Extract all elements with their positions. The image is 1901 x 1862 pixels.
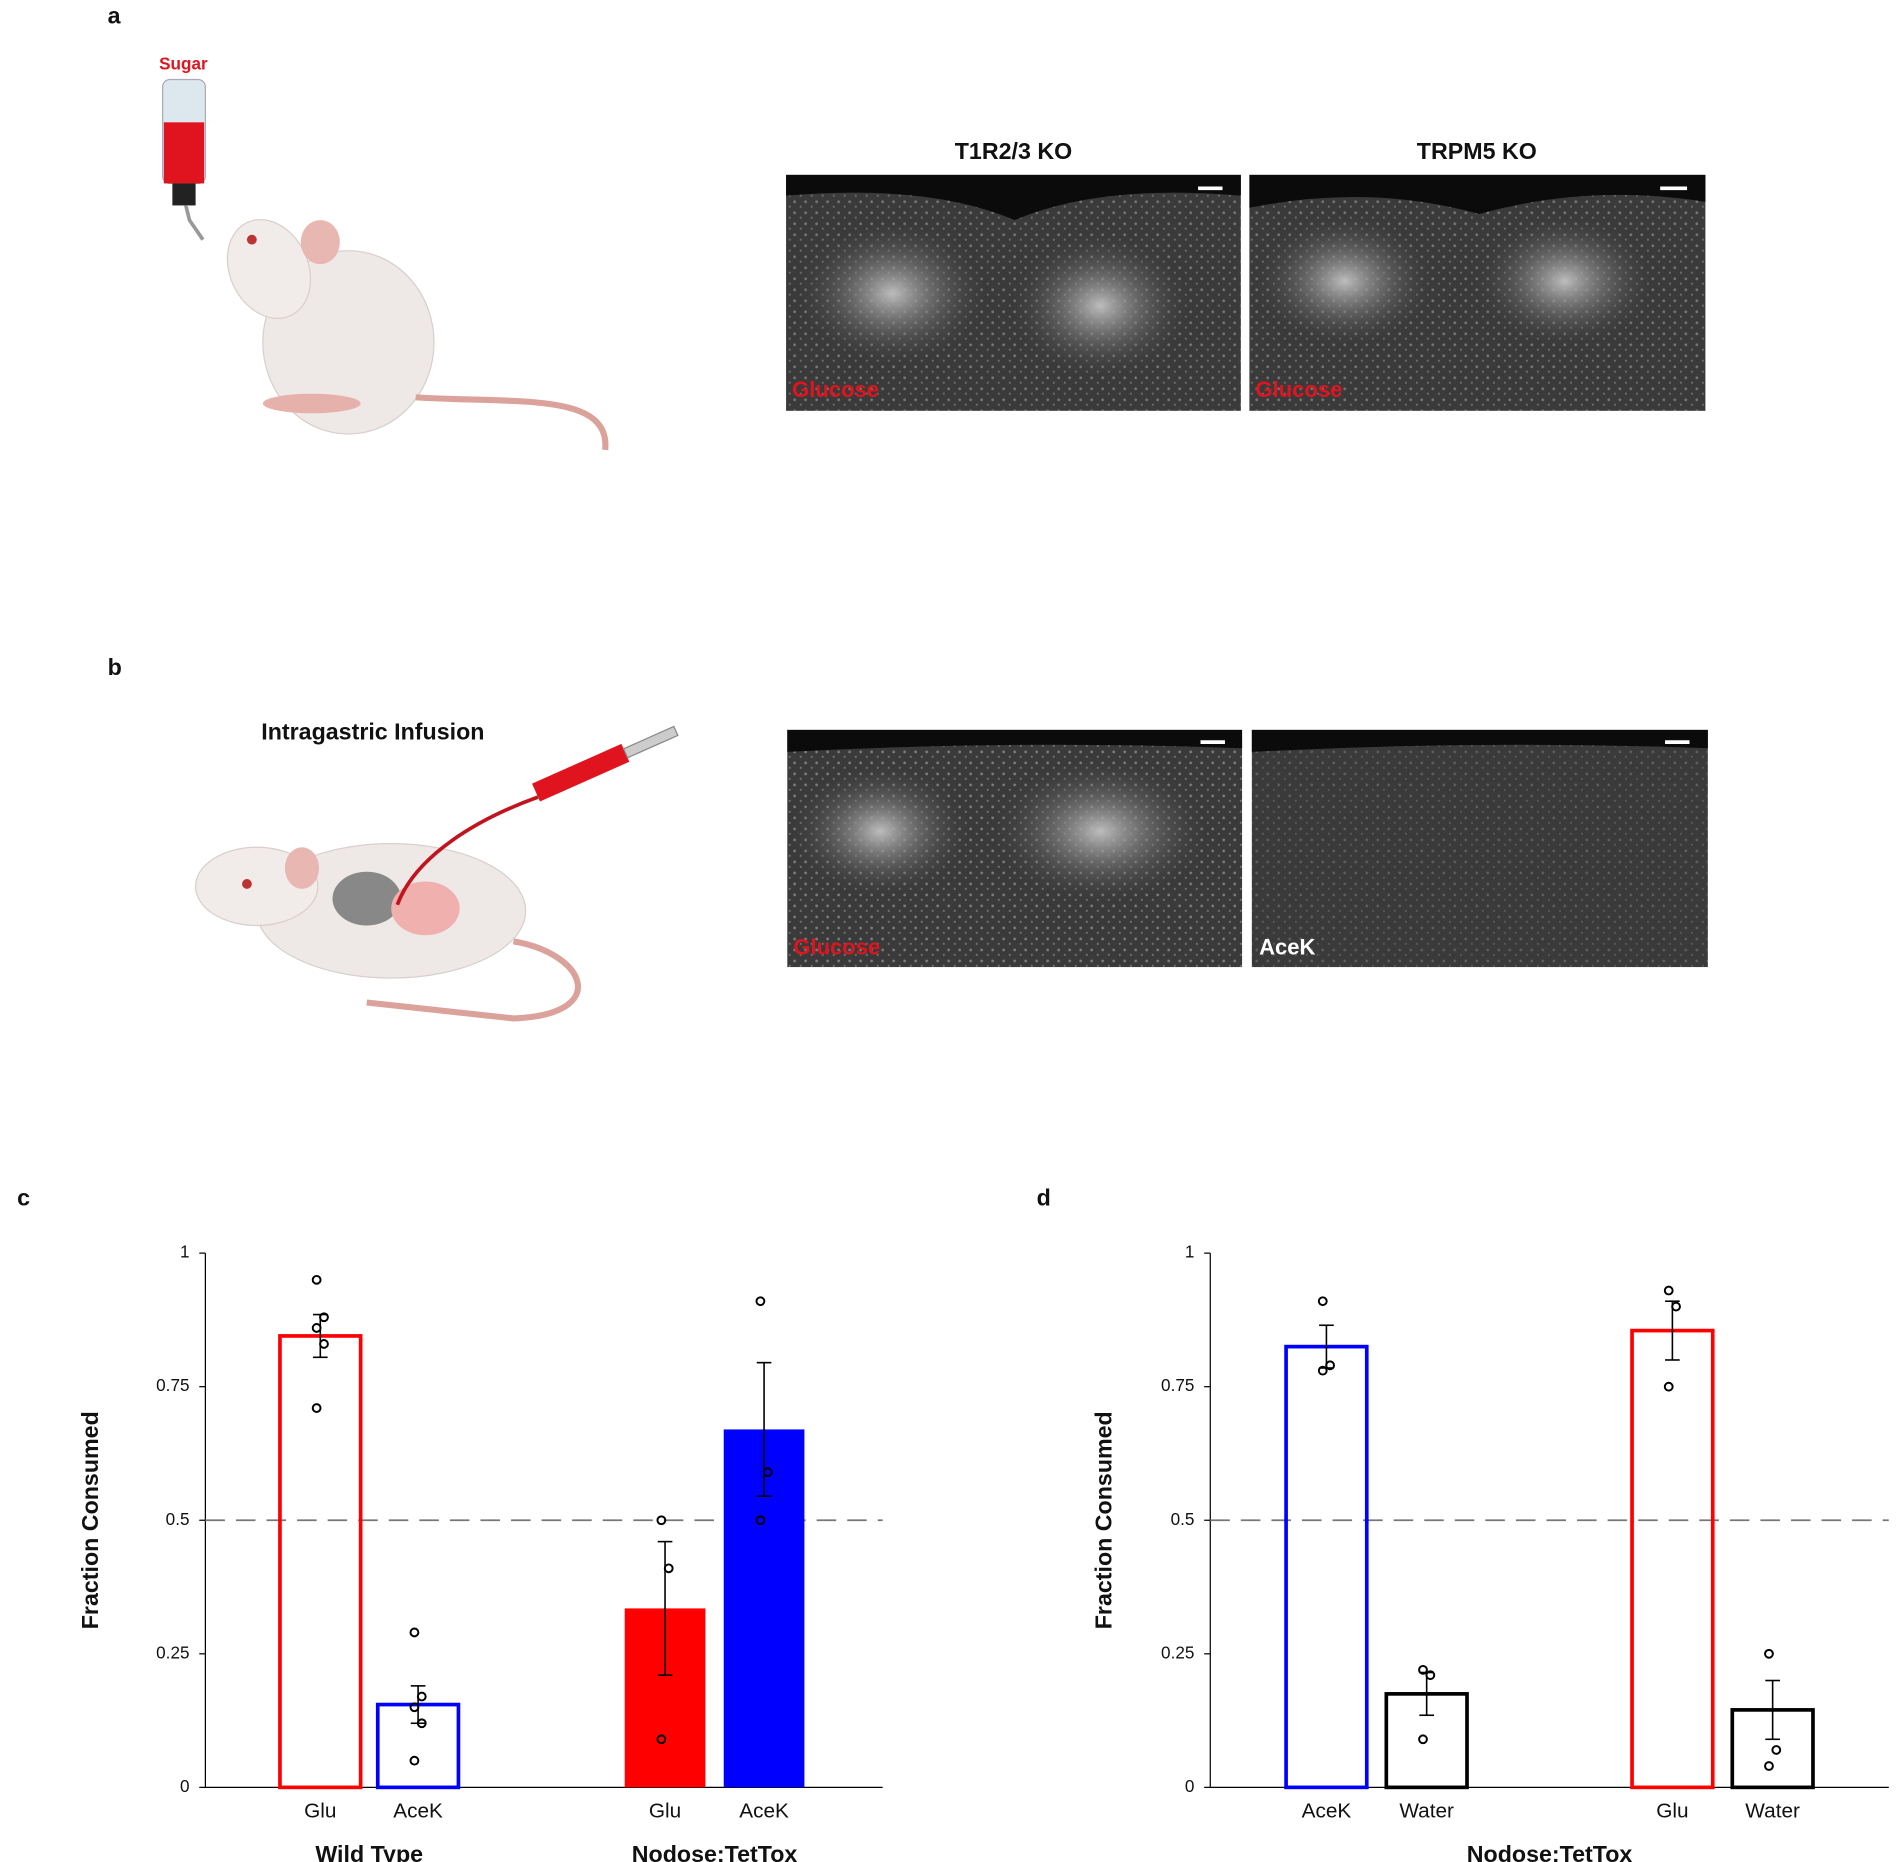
- y-tick-label: 1: [180, 1243, 190, 1262]
- y-tick-label: 0.25: [156, 1643, 189, 1662]
- group-label: Wild Type: [315, 1841, 423, 1862]
- panel-letter: a: [108, 2, 122, 28]
- data-point: [1764, 1761, 1774, 1771]
- data-point: [409, 1702, 420, 1713]
- data-point: [1317, 1296, 1328, 1307]
- y-tick-label: 0: [1185, 1777, 1195, 1796]
- micrograph-row-b: [787, 729, 1708, 968]
- y-tick-label: 0.75: [156, 1376, 189, 1395]
- stain-label: Glucose: [793, 935, 880, 960]
- data-point: [1764, 1648, 1774, 1659]
- data-point: [319, 1339, 329, 1349]
- data-point: [1425, 1670, 1436, 1681]
- stain-label: AceK: [1259, 935, 1315, 960]
- data-point: [755, 1515, 766, 1526]
- method-label: Intragastric Infusion: [261, 719, 484, 745]
- x-tick-label: Glu: [304, 1799, 336, 1822]
- y-tick-label: 0.75: [1161, 1376, 1194, 1395]
- data-point: [1418, 1664, 1428, 1675]
- data-point: [311, 1323, 322, 1333]
- data-point: [416, 1691, 427, 1702]
- data-point: [1418, 1734, 1428, 1745]
- x-tick-label: Water: [1399, 1799, 1454, 1822]
- panel-letter: d: [1037, 1184, 1051, 1210]
- image-title: TRPM5 KO: [1417, 138, 1537, 164]
- y-tick-label: 0.25: [1161, 1643, 1194, 1662]
- data-point: [409, 1755, 420, 1766]
- x-tick-label: Glu: [649, 1799, 681, 1822]
- x-tick-label: Water: [1745, 1799, 1800, 1822]
- mouse-infusion-illustration: [194, 725, 679, 1022]
- data-point: [656, 1515, 667, 1526]
- x-tick-label: AceK: [393, 1799, 443, 1822]
- mouse-drinking-illustration: [161, 78, 609, 451]
- image-title: T1R2/3 KO: [955, 138, 1072, 164]
- data-point: [656, 1734, 667, 1745]
- panel-letter: b: [108, 654, 122, 680]
- bar: [1630, 1328, 1715, 1790]
- y-tick-label: 0.5: [1171, 1510, 1195, 1529]
- data-point: [663, 1563, 674, 1574]
- data-point: [311, 1274, 322, 1285]
- data-point: [319, 1312, 329, 1323]
- panel-letter: c: [17, 1184, 30, 1210]
- data-point: [1325, 1360, 1335, 1371]
- bar: [1284, 1344, 1369, 1790]
- x-tick-label: AceK: [1302, 1799, 1352, 1822]
- data-point: [311, 1403, 322, 1413]
- group-label: Nodose:TetTox: [632, 1841, 798, 1862]
- bottle-label: Sugar: [159, 54, 208, 73]
- y-axis-label: Fraction Consumed: [1090, 1411, 1116, 1629]
- data-point: [1663, 1285, 1674, 1296]
- data-point: [409, 1627, 420, 1638]
- x-tick-label: AceK: [739, 1799, 789, 1822]
- stain-label: Glucose: [792, 377, 879, 402]
- y-tick-label: 0: [180, 1777, 190, 1796]
- data-point: [1663, 1381, 1674, 1392]
- data-point: [1771, 1745, 1782, 1755]
- bar: [278, 1334, 363, 1790]
- data-point: [416, 1718, 427, 1729]
- data-point: [762, 1467, 773, 1478]
- x-tick-label: Glu: [1656, 1799, 1688, 1822]
- micrograph-row-a: [786, 174, 1706, 411]
- y-tick-label: 0.5: [166, 1510, 190, 1529]
- data-point: [1317, 1365, 1328, 1376]
- x-axis-label: Nodose:TetTox: [1467, 1841, 1633, 1862]
- y-axis-label: Fraction Consumed: [77, 1411, 103, 1629]
- stain-label: Glucose: [1256, 377, 1343, 402]
- data-point: [1671, 1301, 1681, 1312]
- y-tick-label: 1: [1185, 1243, 1195, 1262]
- data-point: [755, 1296, 766, 1307]
